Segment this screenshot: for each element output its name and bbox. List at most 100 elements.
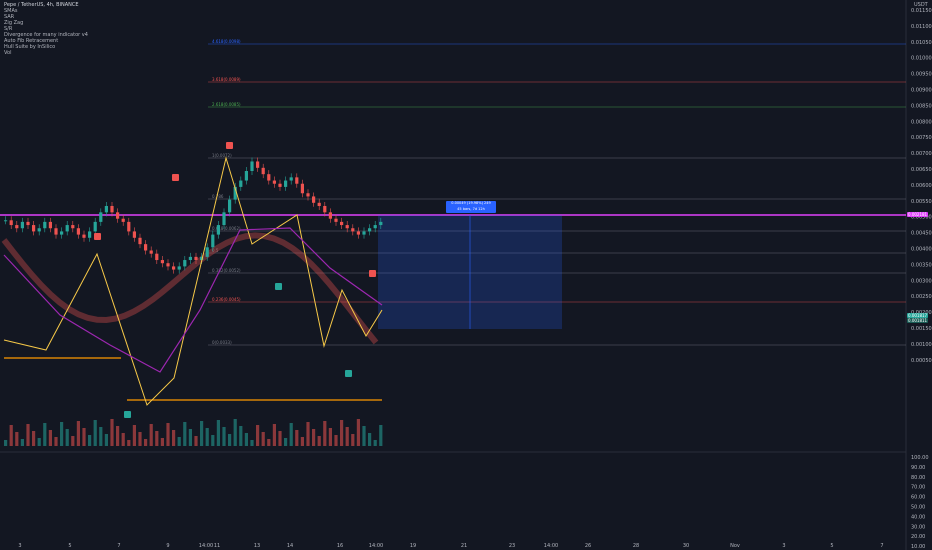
sma-line — [3, 227, 383, 373]
price-tick-label: 0.00850 — [911, 103, 932, 109]
candle-body — [37, 228, 41, 232]
candle-body — [71, 225, 75, 229]
candle-body — [216, 225, 220, 235]
volume-bar — [177, 437, 181, 446]
candle-body — [200, 256, 204, 261]
volume-bar — [228, 434, 232, 446]
candle-body — [132, 231, 136, 238]
volume-bar — [194, 436, 198, 446]
fib-level-label: 1(0.0072) — [212, 153, 232, 158]
candle-body — [93, 221, 97, 232]
price-tick-label: 0.00450 — [911, 231, 932, 237]
volume-bar — [340, 420, 344, 446]
volume-bar — [345, 427, 349, 446]
legend-line[interactable]: Auto Fib Retracement — [4, 38, 59, 44]
legend-line[interactable]: SMAs — [4, 8, 18, 14]
candle-body — [334, 218, 338, 222]
volume-bar — [239, 426, 243, 446]
candle-body — [379, 221, 383, 226]
sell-signal-marker — [172, 174, 179, 181]
volume-tick-label: 50.00 — [911, 505, 925, 511]
volume-bar — [216, 420, 220, 446]
candle-body — [267, 174, 271, 181]
candle-body — [104, 205, 108, 213]
candle-body — [138, 237, 142, 245]
candle-body — [317, 202, 321, 206]
volume-bar — [211, 435, 215, 446]
price-tick-label: 0.01050 — [911, 40, 932, 46]
candle-body — [172, 266, 176, 270]
legend-line[interactable]: Hull Suite by InSilico — [4, 44, 56, 50]
volume-bar — [104, 434, 108, 446]
fib-level-label: 0.382(0.0052) — [212, 268, 241, 273]
time-tick-label: 7 — [880, 543, 883, 549]
candle-body — [99, 212, 103, 222]
time-tick-label: 13 — [254, 543, 260, 549]
price-tick-label: 0.00650 — [911, 167, 932, 173]
candle-body — [65, 225, 69, 232]
current-price-tag: 0.001817 — [907, 313, 929, 318]
volume-bar — [127, 440, 131, 446]
legend-line[interactable]: Divergence for many indicator v4 — [4, 32, 88, 38]
candle-body — [20, 221, 24, 229]
time-tick-label: Nov — [730, 543, 740, 549]
symbol-title: Pepe / TetherUS, 4h, BINANCE — [4, 2, 79, 8]
volume-bar — [60, 422, 64, 446]
volume-bar — [20, 439, 24, 446]
price-tick-label: 0.00050 — [911, 358, 932, 364]
candle-body — [32, 225, 36, 232]
legend-line[interactable]: Zig Zag — [4, 20, 24, 26]
price-tick-label: 0.00700 — [911, 151, 932, 157]
candle-body — [76, 228, 80, 235]
time-tick-label: 19 — [410, 543, 416, 549]
legend-line[interactable]: Vol — [4, 50, 12, 56]
fib-level-label: 3.618(0.0089) — [212, 77, 241, 82]
volume-bar — [295, 430, 299, 446]
sell-signal-marker — [94, 233, 101, 240]
volume-bar — [250, 440, 254, 446]
legend-line[interactable]: S/R — [4, 26, 13, 32]
candle-body — [345, 225, 349, 229]
buy-signal-marker — [275, 283, 282, 290]
hull-band — [1, 232, 379, 345]
volume-bar — [4, 440, 8, 446]
candle-body — [233, 186, 237, 200]
legend-line[interactable]: SAR — [4, 14, 15, 20]
candle-body — [256, 161, 260, 168]
candle-body — [278, 183, 282, 187]
price-tick-label: 0.01100 — [911, 24, 932, 30]
candle-body — [300, 183, 304, 194]
price-tick-label: 0.00400 — [911, 247, 932, 253]
time-tick-label: 23 — [509, 543, 515, 549]
fib-level-label: 0.618(0.0062) — [212, 226, 241, 231]
time-tick-label: 3 — [782, 543, 785, 549]
time-tick-label: 28 — [633, 543, 639, 549]
time-tick-label: 14 — [287, 543, 293, 549]
sell-signal-marker — [369, 270, 376, 277]
candle-body — [211, 234, 215, 248]
candle-body — [149, 250, 153, 254]
volume-bar — [9, 425, 13, 446]
candle-body — [295, 177, 299, 184]
volume-bar — [88, 435, 92, 446]
candle-body — [239, 180, 243, 187]
volume-tick-label: 90.00 — [911, 465, 925, 471]
time-tick-label: 5 — [68, 543, 71, 549]
candle-body — [312, 196, 316, 203]
candle-body — [166, 263, 170, 267]
volume-bar — [306, 422, 310, 446]
volume-bar — [272, 424, 276, 446]
sell-signal-marker — [226, 142, 233, 149]
candle-body — [244, 171, 248, 181]
volume-bar — [233, 419, 237, 446]
volume-bar — [132, 425, 136, 446]
price-tick-label: 0.00250 — [911, 294, 932, 300]
candle-body — [15, 225, 19, 229]
candle-body — [26, 221, 30, 226]
volume-bar — [368, 433, 372, 446]
candle-body — [205, 247, 209, 257]
price-tick-label: 0.00800 — [911, 119, 932, 125]
price-tick-label: 0.00150 — [911, 326, 932, 332]
volume-bar — [43, 423, 47, 446]
